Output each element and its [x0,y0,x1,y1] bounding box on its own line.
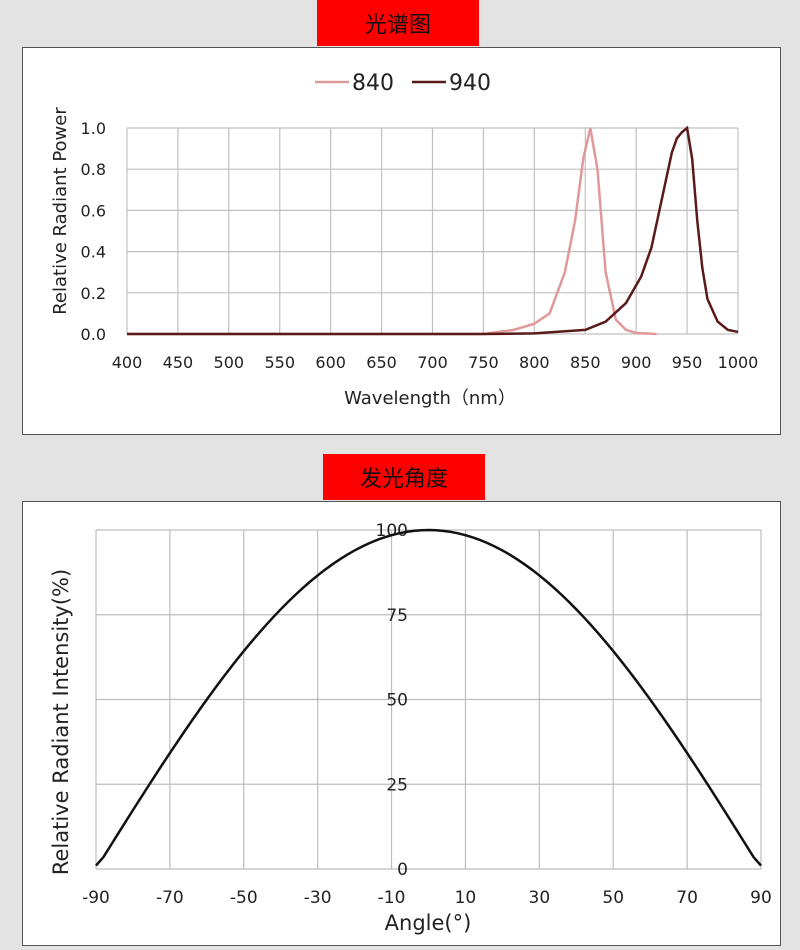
x-tick-label: 10 [455,888,477,908]
series-line-840 [127,127,657,336]
series-line-940 [127,125,739,336]
y-tick-label: 1.0 [81,119,106,138]
y-tick-label: 50 [386,691,408,711]
y-tick-label: 25 [386,775,408,795]
legend-label-940: 940 [449,71,491,96]
x-tick-label: 600 [315,353,346,372]
x-tick-label: -50 [230,888,258,908]
spectrum-banner: 光谱图 [317,0,479,46]
x-tick-label: 90 [750,888,772,908]
x-tick-label: 550 [264,353,295,372]
angle-chart-panel [22,501,781,946]
angle-banner: 发光角度 [323,454,485,500]
y-axis-label: Relative Radiant Power [50,107,71,315]
x-tick-label: 800 [519,353,550,372]
x-tick-label: 450 [163,353,194,372]
y-tick-label: 0.8 [81,160,106,179]
x-axis-label: Wavelength（nm） [344,388,516,409]
y-tick-label: 100 [376,521,408,541]
x-tick-label: 750 [468,353,499,372]
legend-label-840: 840 [352,71,394,96]
y-tick-label: 75 [386,606,408,626]
x-tick-label: 30 [529,888,551,908]
x-tick-label: -30 [304,888,332,908]
x-tick-label: -90 [82,888,110,908]
spectrum-chart-panel [22,47,781,435]
x-tick-label: 700 [417,353,448,372]
y-tick-label: 0.6 [81,201,106,220]
x-tick-label: 500 [214,353,245,372]
x-tick-label: 400 [112,353,143,372]
x-tick-label: 900 [621,353,652,372]
y-tick-label: 0.4 [81,243,106,262]
x-axis-label: Angle(°) [385,911,472,935]
y-tick-label: 0 [397,860,408,880]
x-tick-label: 70 [676,888,698,908]
intensity-curve [95,528,762,867]
x-tick-label: -10 [378,888,406,908]
y-tick-label: 0.0 [81,325,106,344]
x-tick-label: 1000 [718,353,759,372]
x-tick-label: 50 [602,888,624,908]
x-tick-label: -70 [156,888,184,908]
y-axis-label: Relative Radiant Intensity(%) [49,569,73,875]
y-tick-label: 0.2 [81,284,106,303]
x-tick-label: 650 [366,353,397,372]
x-tick-label: 850 [570,353,601,372]
x-tick-label: 950 [672,353,703,372]
